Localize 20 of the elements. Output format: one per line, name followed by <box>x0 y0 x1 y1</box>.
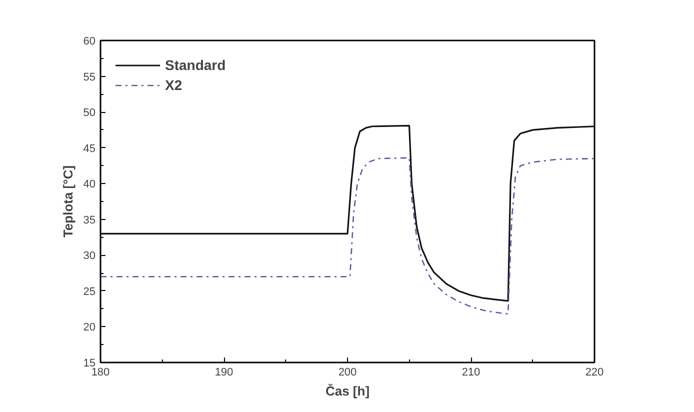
y-tick-label: 60 <box>83 36 96 48</box>
y-tick-label: 35 <box>83 214 96 226</box>
y-tick-label: 55 <box>83 71 96 84</box>
y-axis-title: Teplota [°C] <box>60 165 76 238</box>
legend-label: Standard <box>165 57 226 73</box>
y-tick-label: 45 <box>83 142 96 155</box>
line-series <box>100 157 594 314</box>
legend-label: X2 <box>165 77 184 93</box>
line-series <box>100 124 594 302</box>
x-tick-label: 200 <box>338 366 357 378</box>
y-tick-label: 40 <box>83 178 96 191</box>
y-tick-label: 25 <box>83 286 96 298</box>
x-tick-label: 180 <box>91 366 110 378</box>
y-tick-label: 30 <box>83 250 96 262</box>
x-axis-title: Čas [h] <box>325 384 370 398</box>
y-tick-label: 20 <box>83 322 96 334</box>
y-tick-label: 50 <box>83 107 96 120</box>
x-tick-label: 190 <box>214 366 234 378</box>
x-tick-label: 220 <box>585 366 604 378</box>
x-tick-label: 210 <box>462 366 480 378</box>
